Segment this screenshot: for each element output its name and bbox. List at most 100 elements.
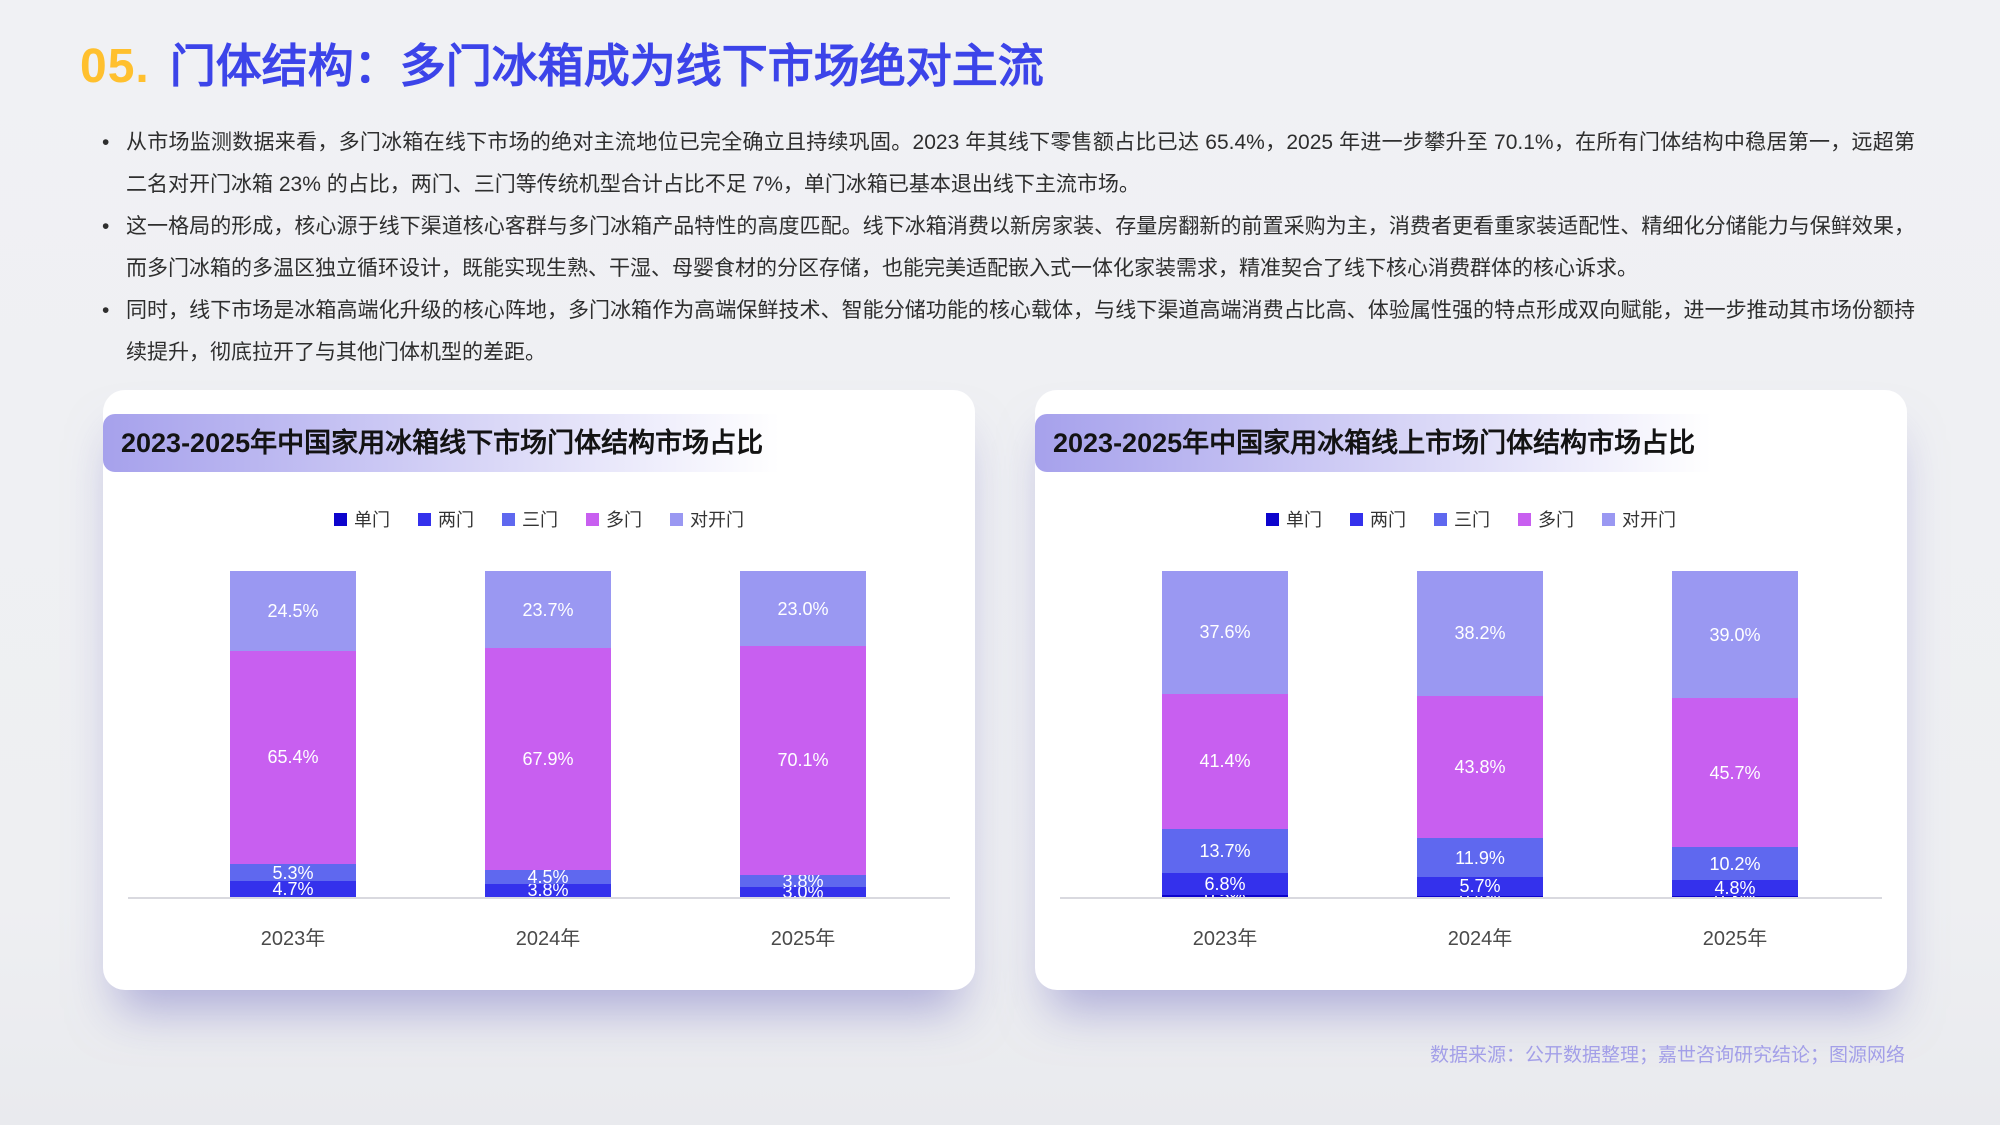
bar-segment-多门: [740, 646, 866, 875]
bar-value-label: 5.7%: [1459, 876, 1501, 897]
footer-source: 数据来源：公开数据整理；嘉世咨询研究结论；图源网络: [1429, 1045, 1905, 1066]
legend-swatch: [1434, 512, 1447, 526]
category-label: 2025年: [1702, 928, 1768, 950]
legend-label: 两门: [438, 510, 474, 530]
x-axis-line: [1060, 897, 1882, 899]
legend-swatch: [1350, 512, 1363, 526]
bar-segment-两门: [740, 886, 866, 897]
bar-segment-对开门: [230, 571, 356, 651]
category-label: 2023年: [260, 928, 326, 950]
legend-item: 单门: [1266, 506, 1322, 532]
bar-segment-三门: [740, 874, 866, 887]
legend-item: 三门: [1434, 506, 1490, 532]
bar-segment-两门: [1417, 877, 1543, 896]
legend-swatch: [1602, 512, 1615, 526]
page-header: 05. 门体结构：多门冰箱成为线下市场绝对主流: [80, 30, 1044, 96]
bar-column: 0.1%4.7%5.3%65.4%24.5%: [230, 571, 356, 907]
bar-value-label: 4.5%: [527, 866, 569, 887]
bar-segment-三门: [1417, 838, 1543, 878]
chart-title: 2023-2025年中国家用冰箱线上市场门体结构市场占比: [1035, 414, 1740, 472]
bar-segment-多门: [1417, 695, 1543, 839]
bar-segment-三门: [485, 869, 611, 885]
legend-label: 对开门: [1622, 510, 1676, 530]
bar-column: 0.3%4.8%10.2%45.7%39.0%: [1672, 571, 1798, 907]
legend-swatch: [1266, 512, 1279, 526]
bar-column: 0.5%6.8%13.7%41.4%37.6%: [1162, 571, 1288, 906]
category-label: 2024年: [515, 928, 581, 950]
bar-segment-对开门: [1417, 571, 1543, 696]
legend-label: 多门: [606, 510, 642, 530]
bar-segment-多门: [485, 648, 611, 870]
bar-segment-对开门: [485, 571, 611, 649]
bar-value-label: 10.2%: [1709, 853, 1761, 874]
bar-value-label: 45.7%: [1709, 762, 1761, 783]
legend-item: 三门: [502, 506, 558, 532]
bar-segment-单门: [1672, 896, 1798, 897]
bar-value-label: 38.2%: [1454, 623, 1506, 644]
page-title: 门体结构：多门冰箱成为线下市场绝对主流: [169, 40, 1044, 92]
legend-item: 两门: [1350, 506, 1406, 532]
bar-value-label: 37.6%: [1199, 622, 1251, 643]
bullet-item: 从市场监测数据来看，多门冰箱在线下市场的绝对主流地位已完全确立且持续巩固。202…: [100, 122, 1915, 206]
bar-segment-两门: [1162, 873, 1288, 896]
legend-swatch: [1518, 512, 1531, 526]
bar-segment-对开门: [740, 571, 866, 646]
legend-label: 对开门: [690, 510, 744, 530]
bar-value-label: 70.1%: [777, 750, 829, 771]
chart-plot: 0.1%4.7%5.3%65.4%24.5%0.1%3.8%4.5%67.9%2…: [103, 571, 975, 907]
bar-value-label: 43.8%: [1454, 756, 1506, 777]
bar-value-label: 4.8%: [1714, 878, 1756, 899]
bar-segment-单门: [1162, 895, 1288, 897]
section-number: 05.: [80, 40, 150, 93]
legend-swatch: [670, 512, 683, 526]
bar-segment-多门: [230, 650, 356, 865]
bar-segment-三门: [1162, 828, 1288, 874]
legend-label: 两门: [1370, 510, 1406, 530]
bar-segment-三门: [1672, 847, 1798, 881]
bar-value-label: 39.0%: [1709, 624, 1761, 645]
bar-value-label: 13.7%: [1199, 840, 1251, 861]
bullet-item: 这一格局的形成，核心源于线下渠道核心客群与多门冰箱产品特性的高度匹配。线下冰箱消…: [100, 206, 1915, 290]
legend-label: 单门: [1286, 510, 1322, 530]
legend-label: 三门: [522, 510, 558, 530]
chart-legend: 单门 两门 三门 多门 对开门: [1035, 506, 1907, 532]
legend-item: 单门: [334, 506, 390, 532]
category-label: 2024年: [1447, 928, 1513, 950]
bar-segment-两门: [485, 884, 611, 897]
bar-value-label: 6.8%: [1204, 874, 1246, 895]
legend-swatch: [418, 512, 431, 526]
bar-value-label: 3.8%: [782, 870, 824, 891]
legend-item: 两门: [418, 506, 474, 532]
category-label: 2025年: [770, 928, 836, 950]
bar-segment-两门: [1672, 880, 1798, 897]
legend-swatch: [502, 512, 515, 526]
bar-value-label: 5.3%: [272, 862, 314, 883]
charts-row: 2023-2025年中国家用冰箱线下市场门体结构市场占比 单门 两门 三门 多门 对开门…: [103, 390, 1907, 990]
legend-label: 多门: [1538, 510, 1574, 530]
bar-segment-多门: [1162, 693, 1288, 829]
bar-value-label: 3.8%: [527, 880, 569, 901]
bar-value-label: 11.9%: [1455, 847, 1505, 868]
legend-label: 单门: [354, 510, 390, 530]
legend-label: 三门: [1454, 510, 1490, 530]
legend-swatch: [586, 512, 599, 526]
bar-value-label: 23.0%: [777, 598, 829, 619]
chart-plot: 0.5%6.8%13.7%41.4%37.6%0.4%5.7%11.9%43.8…: [1035, 571, 1907, 907]
bar-value-label: 24.5%: [267, 600, 319, 621]
legend-swatch: [334, 512, 347, 526]
legend-item: 多门: [1518, 506, 1574, 532]
summary-bullets: 从市场监测数据来看，多门冰箱在线下市场的绝对主流地位已完全确立且持续巩固。202…: [100, 122, 1915, 374]
bullet-item: 同时，线下市场是冰箱高端化升级的核心阵地，多门冰箱作为高端保鲜技术、智能分储功能…: [100, 290, 1915, 374]
bar-segment-三门: [230, 864, 356, 882]
bar-column: 0.4%5.7%11.9%43.8%38.2%: [1417, 571, 1543, 906]
online-market-chart-card: 2023-2025年中国家用冰箱线上市场门体结构市场占比 单门 两门 三门 多门 对开门…: [1035, 390, 1907, 990]
x-axis-line: [128, 897, 950, 899]
bar-column: 0.1%3.0%3.8%70.1%23.0%: [740, 571, 866, 907]
chart-legend: 单门 两门 三门 多门 对开门: [103, 506, 975, 532]
legend-item: 对开门: [1602, 506, 1676, 532]
bar-value-label: 67.9%: [522, 748, 574, 769]
legend-item: 对开门: [670, 506, 744, 532]
bar-value-label: 41.4%: [1199, 751, 1251, 772]
bar-column: 0.1%3.8%4.5%67.9%23.7%: [485, 571, 611, 907]
bar-segment-单门: [1417, 895, 1543, 897]
